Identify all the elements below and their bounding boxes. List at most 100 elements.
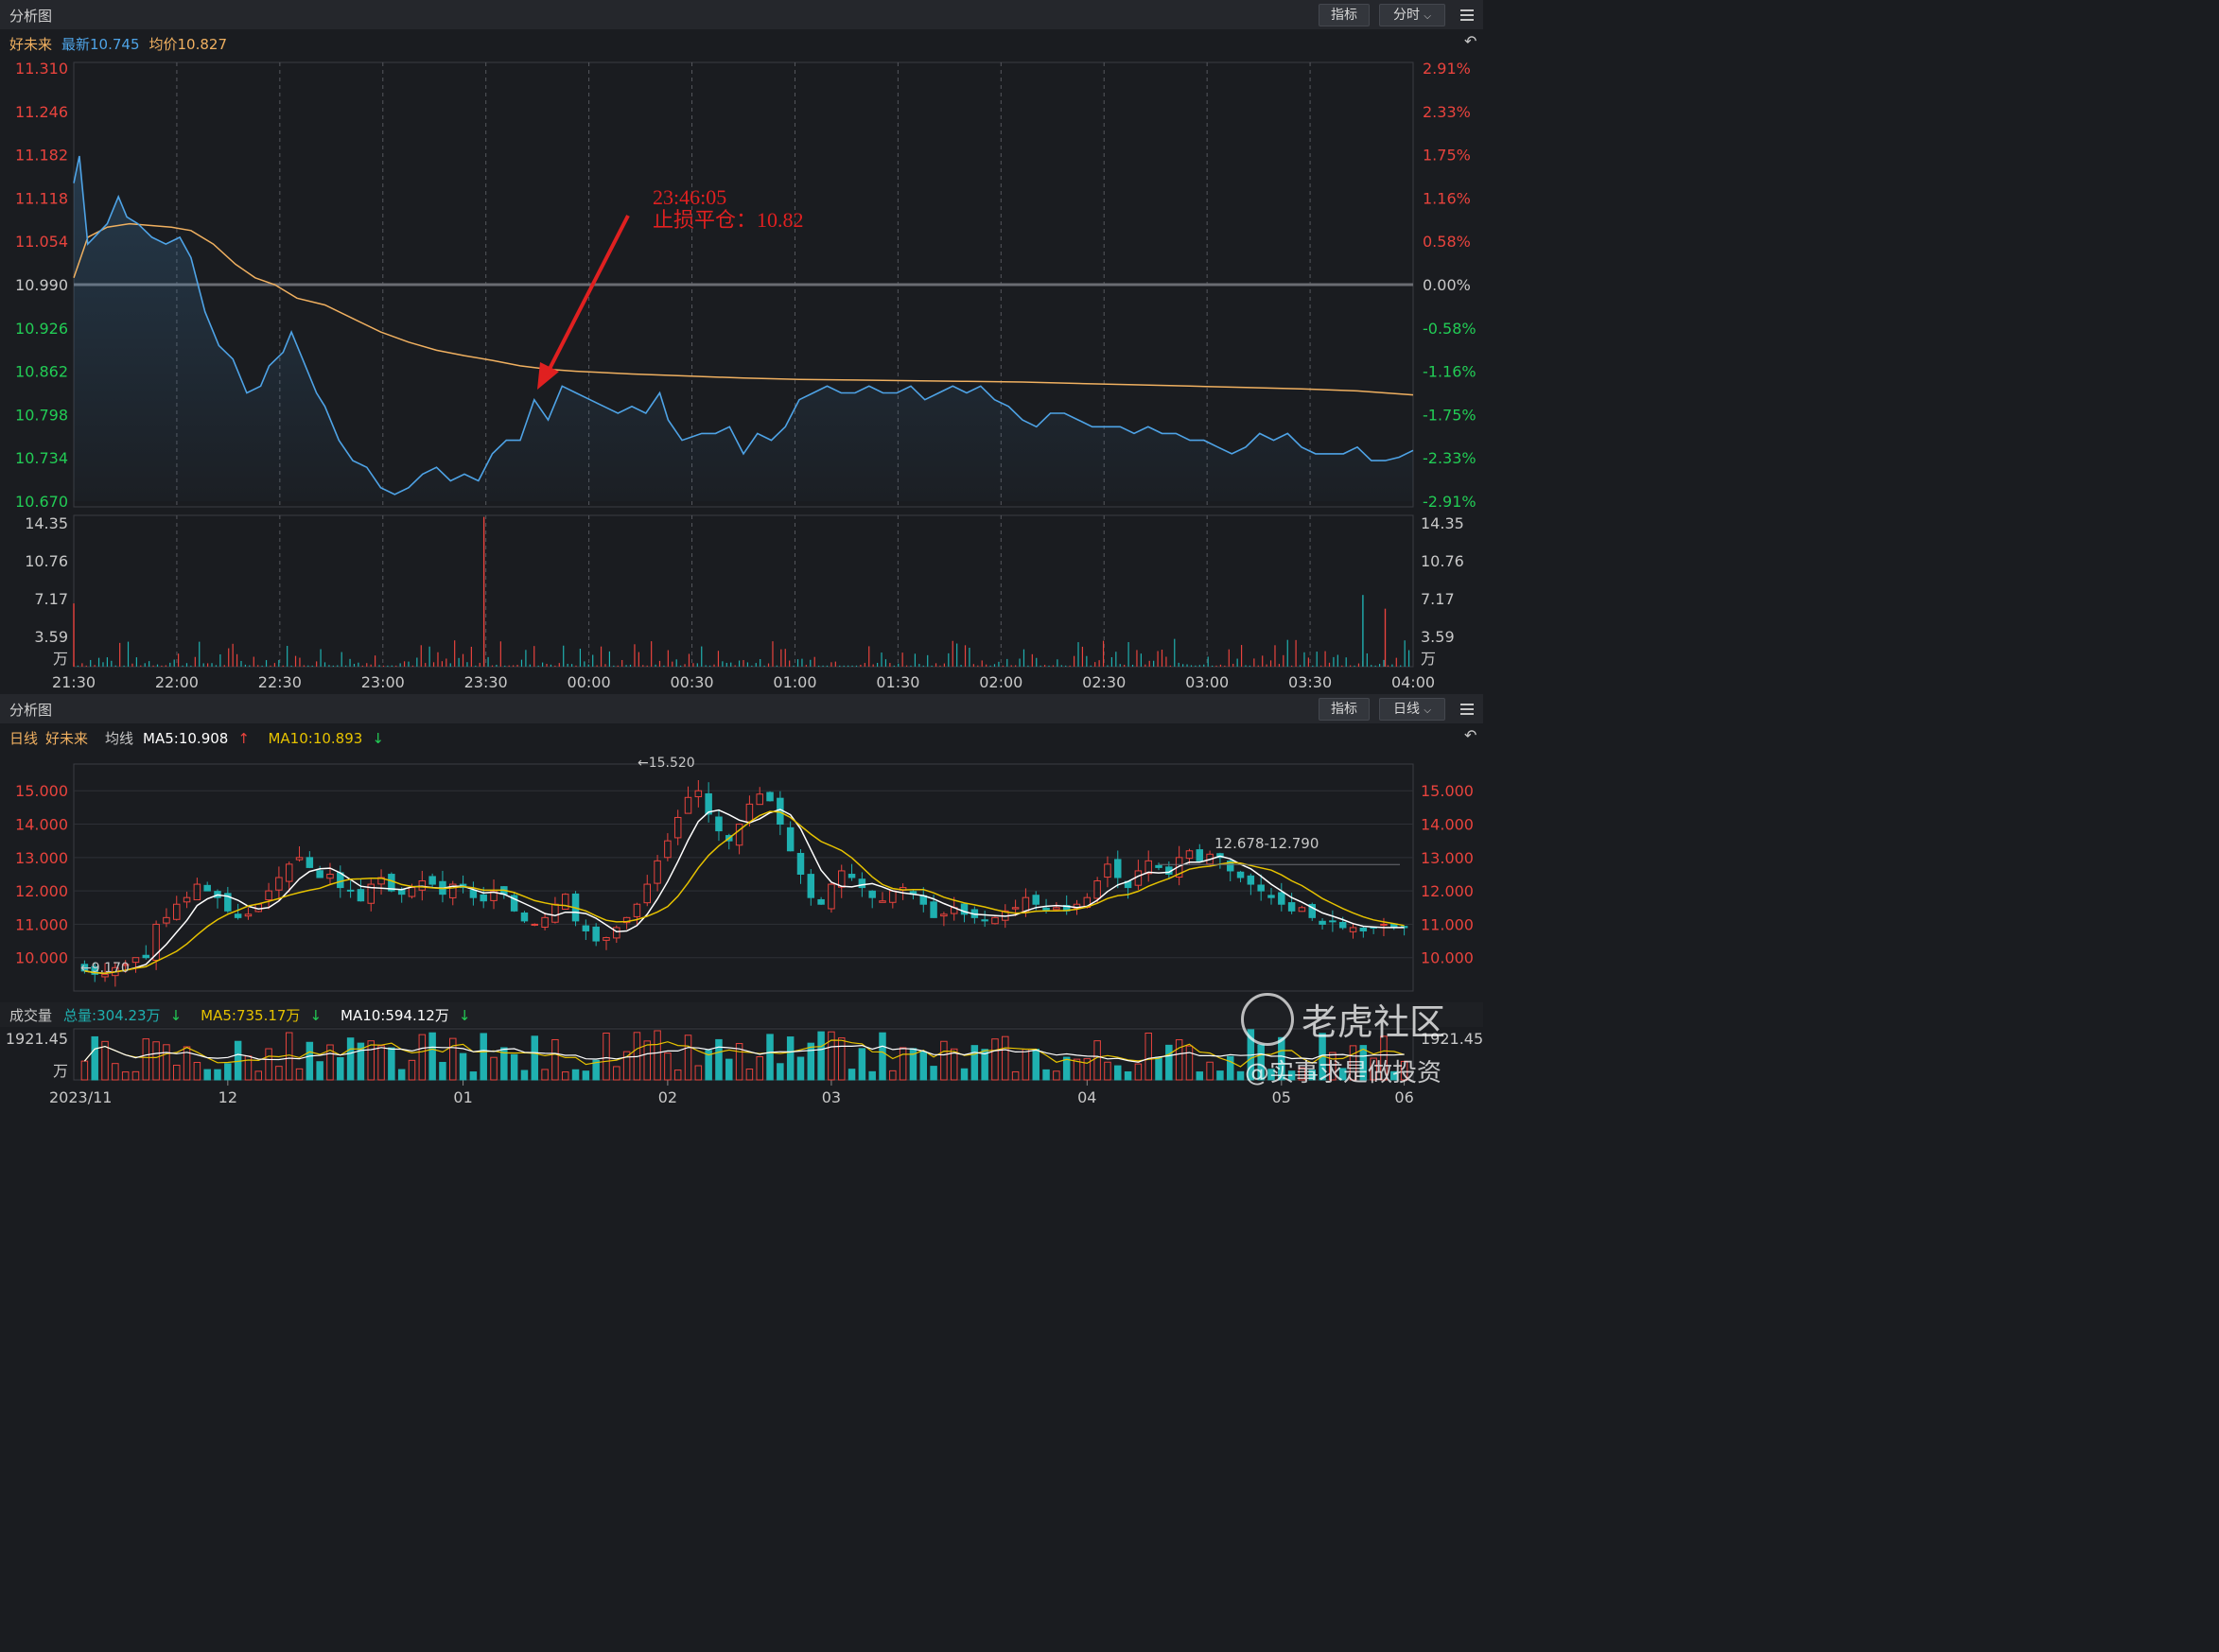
y-tick-pct-label: 0.58% bbox=[1423, 233, 1471, 251]
volume-bar bbox=[970, 1045, 979, 1081]
volume-bar bbox=[1400, 1060, 1408, 1081]
y-tick-pct-label: -1.16% bbox=[1423, 363, 1476, 381]
candle-body bbox=[705, 792, 712, 815]
candle-body bbox=[1278, 892, 1285, 905]
x-tick-label: 03:00 bbox=[1185, 673, 1229, 691]
volume-bar bbox=[603, 1032, 610, 1081]
candle-body bbox=[357, 889, 365, 902]
avg-price: 均价10.827 bbox=[149, 36, 228, 53]
candle-body bbox=[1114, 859, 1122, 878]
candle-body bbox=[1032, 895, 1040, 905]
x-tick-label: 01 bbox=[453, 1088, 472, 1104]
volume-bar bbox=[654, 1030, 661, 1081]
volume-bar bbox=[285, 1032, 293, 1081]
vol-tick-label: 7.17 bbox=[1421, 590, 1455, 608]
indicator-button[interactable]: 指标 bbox=[1319, 4, 1370, 26]
candle-body bbox=[1308, 904, 1316, 918]
candle-body bbox=[991, 916, 999, 925]
volume-frame bbox=[73, 514, 1414, 668]
candle-body bbox=[1349, 927, 1357, 932]
volume-bar bbox=[152, 1041, 160, 1081]
undo-icon[interactable]: ↶ bbox=[1464, 32, 1477, 50]
volume-bar bbox=[1032, 1049, 1040, 1081]
candle-body bbox=[879, 900, 886, 903]
volume-bar bbox=[664, 1052, 672, 1081]
volume-bar bbox=[346, 1037, 355, 1081]
volume-bar bbox=[1185, 1045, 1194, 1081]
vol-ma5-line bbox=[83, 1039, 1405, 1068]
y-tick-pct-label: -0.58% bbox=[1423, 320, 1476, 338]
x-tick-label: 00:00 bbox=[568, 673, 611, 691]
candle-body bbox=[193, 883, 201, 901]
period-dropdown-daily[interactable]: 日线 ⌵ bbox=[1379, 698, 1445, 721]
candle-body bbox=[449, 883, 457, 898]
candle-body bbox=[346, 889, 355, 892]
x-tick-label: 03:30 bbox=[1288, 673, 1332, 691]
volume-bar bbox=[295, 1068, 304, 1081]
volume-bar bbox=[480, 1033, 487, 1081]
candle-body bbox=[622, 916, 631, 924]
y-tick-pct-label: 1.16% bbox=[1423, 189, 1471, 207]
stock-name[interactable]: 好未来 bbox=[9, 36, 53, 53]
volume-bar bbox=[694, 1065, 703, 1081]
volume-bar bbox=[960, 1068, 969, 1081]
volume-bar bbox=[265, 1048, 272, 1081]
volume-bar bbox=[715, 1038, 723, 1081]
volume-bar bbox=[745, 1069, 754, 1081]
candle-body bbox=[469, 889, 478, 898]
indicator-button-daily[interactable]: 指标 bbox=[1319, 698, 1370, 721]
candle-body bbox=[673, 816, 682, 839]
candle-body bbox=[131, 957, 140, 964]
undo-icon-daily[interactable]: ↶ bbox=[1464, 726, 1477, 744]
chevron-down-icon: ⌵ bbox=[1424, 11, 1432, 22]
annotation-text: 止损平仓：10.82 bbox=[653, 208, 804, 232]
candle-body bbox=[664, 840, 672, 859]
candle-body bbox=[715, 816, 723, 832]
y-tick-label: 11.054 bbox=[15, 233, 68, 251]
volume-bar bbox=[1298, 1067, 1306, 1081]
volume-bar bbox=[796, 1056, 805, 1081]
y-tick-label: 15.000 bbox=[1421, 782, 1474, 800]
candle-body bbox=[1053, 907, 1060, 911]
volume-bar bbox=[1390, 1070, 1398, 1081]
candle-body bbox=[1104, 863, 1111, 878]
y-tick-pct-label: 1.75% bbox=[1423, 147, 1471, 165]
volume-bar bbox=[1022, 1049, 1030, 1081]
volume-bar bbox=[756, 1055, 763, 1081]
vol-tick-label: 3.59 bbox=[1421, 628, 1455, 646]
menu-icon-daily[interactable] bbox=[1460, 704, 1474, 715]
volume-bar bbox=[950, 1048, 958, 1081]
candle-body bbox=[561, 894, 569, 910]
volume-bar bbox=[673, 1069, 682, 1081]
volume-bar bbox=[1155, 1056, 1162, 1081]
period-dropdown[interactable]: 分时 ⌵ bbox=[1379, 4, 1445, 26]
volume-bar bbox=[899, 1047, 907, 1081]
y-tick-label: 10.670 bbox=[15, 493, 68, 511]
candle-body bbox=[868, 890, 876, 898]
volume-bar bbox=[377, 1045, 385, 1081]
low-marker: ←9.170 bbox=[80, 961, 130, 976]
daily-stock-name[interactable]: 好未来 bbox=[45, 730, 89, 747]
volume-bar bbox=[490, 1056, 498, 1081]
menu-icon[interactable] bbox=[1460, 9, 1474, 21]
volume-bar bbox=[735, 1043, 743, 1081]
volume-bar bbox=[367, 1040, 375, 1081]
volume-bar bbox=[1349, 1045, 1357, 1081]
volume-bar bbox=[541, 1069, 549, 1081]
candle-body bbox=[613, 927, 620, 939]
daily-info-line: 日线 好未来 均线 MA5:10.908 ↑ MA10:10.893 ↓ bbox=[9, 728, 403, 748]
volume-bar bbox=[766, 1034, 774, 1081]
volume-bar bbox=[1380, 1035, 1388, 1081]
top-panel-header bbox=[0, 0, 1483, 29]
volume-bar bbox=[940, 1040, 948, 1081]
candle-body bbox=[163, 916, 170, 924]
candle-body bbox=[91, 965, 98, 975]
x-tick-label: 23:30 bbox=[464, 673, 508, 691]
volume-bar bbox=[838, 1037, 846, 1081]
y-tick-label: 10.926 bbox=[15, 320, 68, 338]
volume-bar bbox=[889, 1069, 897, 1081]
volume-bar bbox=[418, 1034, 427, 1081]
latest-price: 最新10.745 bbox=[61, 36, 140, 53]
x-tick-label: 04:00 bbox=[1391, 673, 1435, 691]
candle-body bbox=[520, 912, 529, 922]
